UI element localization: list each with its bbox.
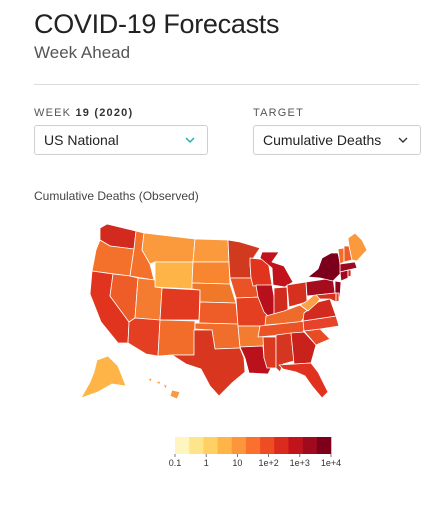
week-label-prefix: WEEK bbox=[34, 107, 72, 119]
state-montana bbox=[141, 232, 196, 265]
state-new-york bbox=[307, 252, 343, 282]
colorbar-tick-label: 1 bbox=[204, 458, 209, 468]
chevron-down-icon bbox=[185, 137, 195, 144]
colorbar-tick-label: 0.1 bbox=[169, 458, 182, 468]
colorbar bbox=[175, 437, 332, 454]
colorbar-tick-label: 10 bbox=[232, 458, 242, 468]
state-maryland bbox=[315, 292, 337, 303]
state-wyoming bbox=[154, 261, 194, 290]
state-mississippi bbox=[262, 336, 277, 369]
state-north-dakota bbox=[192, 238, 230, 263]
colorbar-swatch bbox=[231, 437, 247, 454]
state-florida bbox=[278, 362, 329, 399]
colorbar-swatch bbox=[316, 437, 332, 454]
target-select[interactable]: Cumulative Deaths bbox=[253, 125, 421, 155]
state-arizona bbox=[127, 317, 161, 357]
chevron-down-icon bbox=[398, 137, 408, 143]
colorbar-swatch bbox=[217, 437, 233, 454]
state-hawaii bbox=[147, 377, 181, 400]
map-title: Cumulative Deaths (Observed) bbox=[34, 189, 199, 203]
state-delaware bbox=[335, 292, 340, 303]
state-new-mexico bbox=[157, 319, 196, 357]
week-label-value: 19 (2020) bbox=[75, 107, 134, 119]
state-colorado bbox=[159, 287, 201, 321]
colorbar-swatch bbox=[175, 437, 190, 454]
divider bbox=[34, 84, 419, 85]
state-rhode-island bbox=[347, 269, 352, 278]
location-select-value: US National bbox=[44, 132, 119, 148]
state-georgia bbox=[290, 331, 317, 365]
colorbar-tick-label: 1e+4 bbox=[321, 458, 341, 468]
colorbar-swatch bbox=[274, 437, 289, 454]
page-subtitle: Week Ahead bbox=[34, 43, 131, 62]
colorbar-swatch bbox=[245, 437, 261, 454]
week-label: WEEK 19 (2020) bbox=[34, 107, 133, 119]
state-massachusetts bbox=[339, 261, 358, 273]
state-kansas bbox=[198, 301, 239, 325]
colorbar-swatch bbox=[189, 437, 204, 454]
state-texas bbox=[171, 329, 246, 397]
colorbar-ticks: 0.1 1 10 1e+2 1e+3 1e+4 bbox=[169, 454, 341, 468]
colorbar-swatch bbox=[260, 437, 275, 454]
page-title: COVID-19 Forecasts bbox=[34, 9, 280, 39]
colorbar-swatch bbox=[203, 437, 218, 454]
colorbar-tick-label: 1e+2 bbox=[258, 458, 278, 468]
state-maine bbox=[347, 232, 368, 262]
colorbar-swatch bbox=[302, 437, 318, 454]
location-select[interactable]: US National bbox=[34, 125, 208, 155]
state-alaska bbox=[80, 355, 127, 399]
colorbar-swatch bbox=[288, 437, 303, 454]
colorbar-tick-label: 1e+3 bbox=[290, 458, 310, 468]
target-label: TARGET bbox=[253, 107, 304, 119]
target-select-value: Cumulative Deaths bbox=[263, 132, 382, 148]
state-south-dakota bbox=[191, 261, 231, 285]
